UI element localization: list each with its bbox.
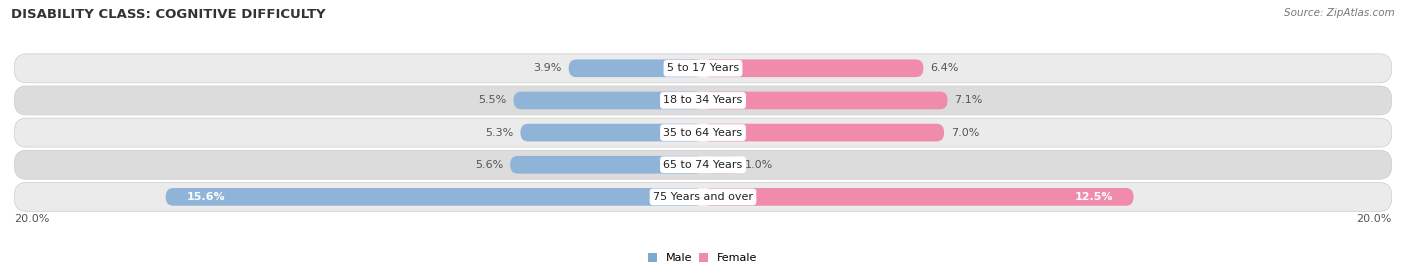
Text: 6.4%: 6.4% [931, 63, 959, 73]
Text: 35 to 64 Years: 35 to 64 Years [664, 128, 742, 138]
FancyBboxPatch shape [510, 156, 703, 174]
Text: 3.9%: 3.9% [533, 63, 562, 73]
Text: 18 to 34 Years: 18 to 34 Years [664, 95, 742, 106]
FancyBboxPatch shape [703, 124, 945, 141]
Text: 7.0%: 7.0% [950, 128, 980, 138]
FancyBboxPatch shape [14, 183, 1392, 211]
FancyBboxPatch shape [14, 118, 1392, 147]
Text: 20.0%: 20.0% [14, 214, 49, 224]
FancyBboxPatch shape [568, 59, 703, 77]
Text: 5.3%: 5.3% [485, 128, 513, 138]
Text: 5.5%: 5.5% [478, 95, 506, 106]
Text: 1.0%: 1.0% [744, 160, 772, 170]
FancyBboxPatch shape [703, 188, 1133, 206]
Text: 5 to 17 Years: 5 to 17 Years [666, 63, 740, 73]
Text: 15.6%: 15.6% [186, 192, 225, 202]
FancyBboxPatch shape [703, 156, 738, 174]
FancyBboxPatch shape [520, 124, 703, 141]
Text: 65 to 74 Years: 65 to 74 Years [664, 160, 742, 170]
Text: 20.0%: 20.0% [1357, 214, 1392, 224]
Text: 7.1%: 7.1% [955, 95, 983, 106]
FancyBboxPatch shape [703, 92, 948, 109]
FancyBboxPatch shape [14, 150, 1392, 179]
FancyBboxPatch shape [14, 86, 1392, 115]
Text: Source: ZipAtlas.com: Source: ZipAtlas.com [1284, 8, 1395, 18]
Text: 75 Years and over: 75 Years and over [652, 192, 754, 202]
FancyBboxPatch shape [166, 188, 703, 206]
FancyBboxPatch shape [513, 92, 703, 109]
Text: DISABILITY CLASS: COGNITIVE DIFFICULTY: DISABILITY CLASS: COGNITIVE DIFFICULTY [11, 8, 326, 21]
FancyBboxPatch shape [703, 59, 924, 77]
Text: 12.5%: 12.5% [1074, 192, 1114, 202]
Text: 5.6%: 5.6% [475, 160, 503, 170]
FancyBboxPatch shape [14, 54, 1392, 83]
Legend: Male, Female: Male, Female [644, 249, 762, 268]
